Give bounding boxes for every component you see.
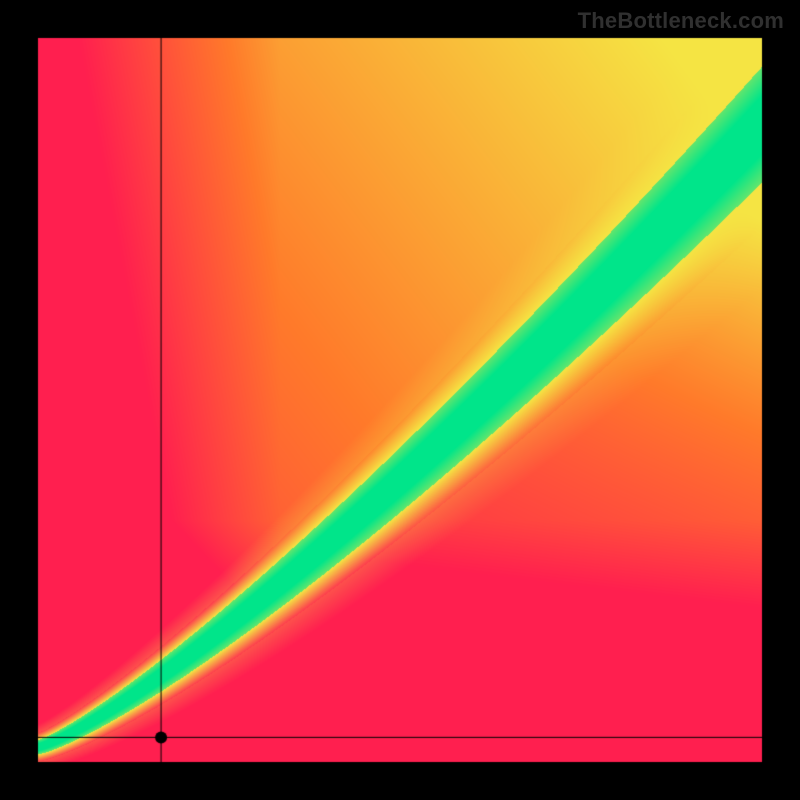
bottleneck-chart: TheBottleneck.com [0,0,800,800]
heatmap-canvas [0,0,800,800]
watermark-text: TheBottleneck.com [578,8,784,34]
